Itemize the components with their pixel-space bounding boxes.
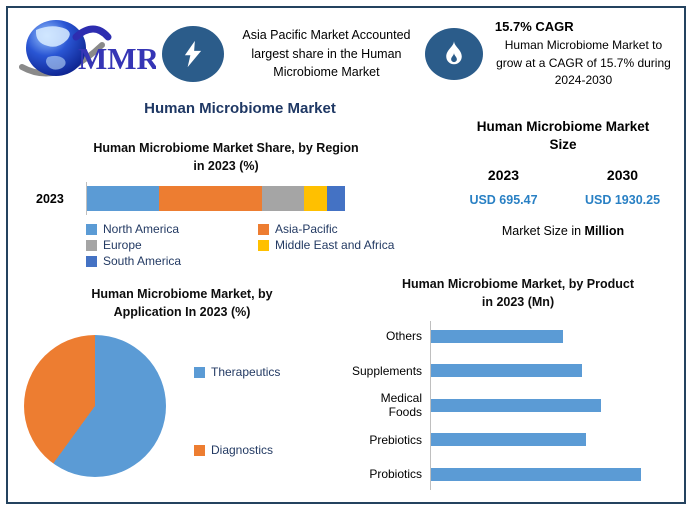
product-y-axis (430, 321, 431, 490)
application-pie (24, 335, 166, 477)
globe-icon: MMR (19, 19, 160, 76)
product-track (430, 398, 684, 412)
market-size-title: Human Microbiome Market Size (476, 119, 650, 153)
legend-item-europe: Europe (86, 238, 258, 252)
product-track (430, 433, 684, 447)
market-size-panel: Human Microbiome Market Size 2023 2030 U… (444, 118, 682, 238)
year-2023: 2023 (487, 167, 520, 184)
legend-swatch-icon (86, 239, 97, 251)
market-size-footnote: Market Size in Million (501, 224, 625, 239)
header: MMR Asia Pacific Market Accounted larges… (18, 12, 674, 96)
region-bar-axis (86, 182, 345, 215)
legend-label: Europe (103, 238, 142, 252)
product-label: Supplements (352, 363, 423, 378)
market-size-years: 2023 2030 (444, 167, 682, 183)
legend-swatch-icon (194, 444, 205, 456)
page-title: Human Microbiome Market (144, 100, 336, 117)
legend-label: Diagnostics (211, 443, 274, 457)
lightning-badge (162, 26, 224, 82)
region-chart-title: Human Microbiome Market Share, by Region… (93, 141, 359, 173)
product-chart-title: Human Microbiome Market, by Product in 2… (402, 277, 634, 309)
application-pie-chart: Human Microbiome Market, by Application … (24, 286, 340, 477)
product-row-prebiotics: Prebiotics (352, 423, 684, 458)
pie-chart-title: Human Microbiome Market, by Application … (91, 287, 273, 319)
legend-item-south-america: South America (86, 254, 258, 268)
mmr-logo: MMR (18, 17, 160, 92)
legend-item-asia-pacific: Asia-Pacific (258, 222, 428, 236)
region-segment-south-america (326, 186, 345, 211)
legend-label: Asia-Pacific (275, 222, 338, 236)
flame-badge (424, 28, 483, 80)
legend-swatch-icon (86, 223, 97, 235)
legend-label: North America (103, 222, 180, 236)
product-bar (431, 329, 563, 343)
product-track (430, 364, 684, 378)
region-segment-asia-pacific (159, 186, 263, 211)
region-segment-middle-east-and-africa (303, 186, 327, 211)
legend-item-middle-east-and-africa: Middle East and Africa (258, 238, 428, 252)
product-bar (431, 467, 641, 481)
cagr-text: Human Microbiome Market to grow at a CAG… (496, 38, 671, 88)
product-bar (431, 364, 582, 378)
pie-legend-item-diagnostics: Diagnostics (194, 443, 280, 457)
value-2023: USD 695.47 (469, 193, 538, 208)
product-label: Prebiotics (369, 432, 422, 447)
logo-text: MMR (78, 41, 156, 76)
product-label: Others (385, 329, 422, 344)
product-row-others: Others (352, 319, 684, 354)
product-label: Probiotics (369, 467, 422, 482)
cagr-block: 15.7% CAGR Human Microbiome Market to gr… (493, 18, 674, 89)
product-rows: Others Supplements Medical Foods Prebiotics… (352, 319, 684, 492)
region-segment-north-america (87, 186, 160, 211)
legend-label: Therapeutics (211, 365, 281, 379)
region-bar-row: 2023 (24, 182, 428, 215)
region-segment-europe (262, 186, 304, 211)
pie-legend-item-therapeutics: Therapeutics (194, 365, 280, 379)
legend-item-north-america: North America (86, 222, 258, 236)
product-label: Medical Foods (380, 390, 422, 420)
legend-label: Middle East and Africa (275, 238, 395, 252)
product-bar-chart: Human Microbiome Market, by Product in 2… (352, 276, 684, 492)
year-2030: 2030 (606, 167, 639, 184)
product-row-medical-foods: Medical Foods (352, 388, 684, 423)
region-share-chart: Human Microbiome Market Share, by Region… (24, 140, 428, 268)
product-track (430, 329, 684, 343)
legend-swatch-icon (258, 239, 269, 251)
value-2030: USD 1930.25 (584, 193, 661, 208)
legend-label: South America (103, 254, 182, 268)
product-bar (431, 433, 586, 447)
legend-swatch-icon (258, 223, 269, 235)
product-row-probiotics: Probiotics (352, 457, 684, 492)
region-category-label: 2023 (36, 191, 64, 206)
legend-swatch-icon (86, 255, 97, 267)
lightning-icon (184, 40, 202, 68)
region-legend: North America Asia-Pacific Europe Middle Ea… (86, 222, 428, 268)
product-bar (431, 398, 601, 412)
market-size-values: USD 695.47 USD 1930.25 (444, 193, 682, 207)
product-track (430, 467, 684, 481)
region-stacked-bar (87, 186, 345, 211)
application-pie-legend: Therapeutics Diagnostics (194, 335, 280, 477)
product-row-supplements: Supplements (352, 354, 684, 389)
flame-icon (446, 40, 462, 65)
legend-swatch-icon (194, 366, 205, 378)
header-highlight-text: Asia Pacific Market Accounted largest sh… (242, 27, 411, 80)
cagr-title: 15.7% CAGR (494, 19, 574, 35)
